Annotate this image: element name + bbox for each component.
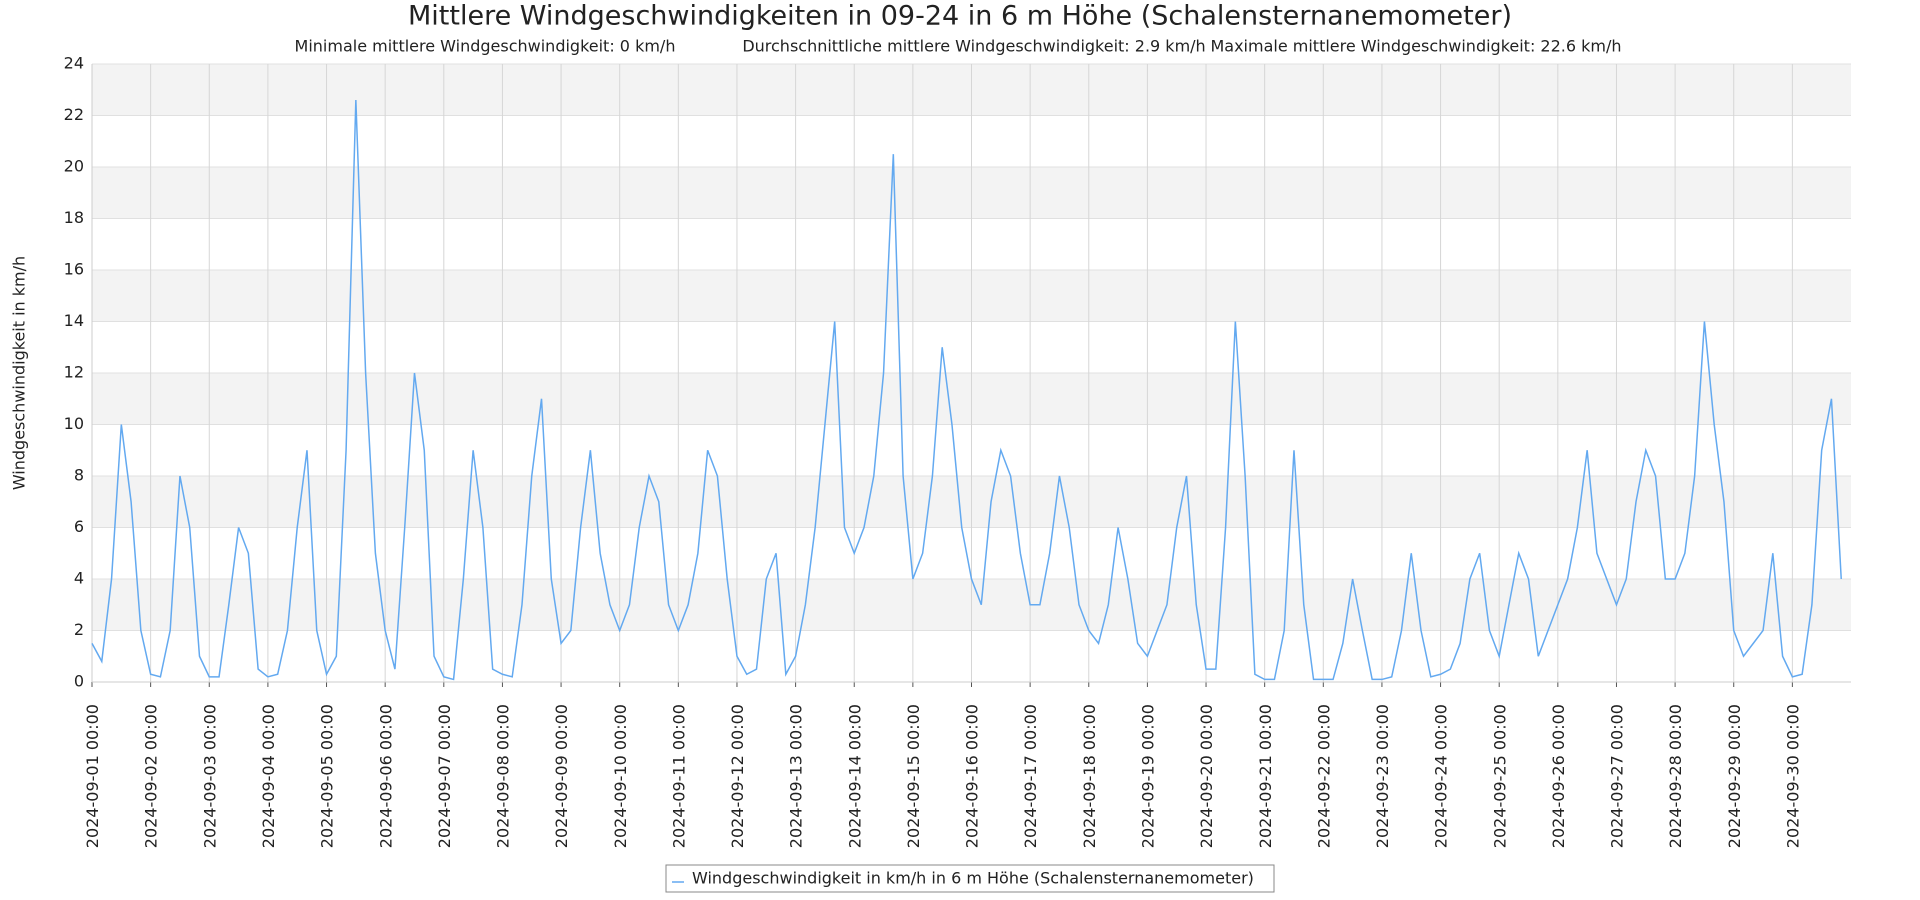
x-tick-label: 2024-09-29 00:00 (1725, 704, 1744, 848)
x-tick-label: 2024-09-01 00:00 (83, 704, 102, 848)
y-tick-label: 14 (64, 311, 84, 330)
y-tick-label: 10 (64, 414, 84, 433)
x-tick-label: 2024-09-15 00:00 (904, 704, 923, 848)
y-tick-label: 22 (64, 105, 84, 124)
x-tick-label: 2024-09-16 00:00 (963, 704, 982, 848)
x-tick-label: 2024-09-22 00:00 (1314, 704, 1333, 848)
x-tick-label: 2024-09-02 00:00 (142, 704, 161, 848)
x-tick-label: 2024-09-04 00:00 (259, 704, 278, 848)
x-tick-label: 2024-09-05 00:00 (318, 704, 337, 848)
x-tick-label: 2024-09-27 00:00 (1608, 704, 1627, 848)
x-tick-label: 2024-09-11 00:00 (669, 704, 688, 848)
chart-subtitle: Durchschnittliche mittlere Windgeschwind… (742, 37, 1205, 56)
y-tick-label: 24 (64, 54, 84, 73)
x-tick-label: 2024-09-19 00:00 (1139, 704, 1158, 848)
y-tick-label: 4 (74, 569, 84, 588)
x-tick-label: 2024-09-17 00:00 (1021, 704, 1040, 848)
x-tick-label: 2024-09-20 00:00 (1197, 704, 1216, 848)
x-tick-label: 2024-09-26 00:00 (1549, 704, 1568, 848)
x-tick-label: 2024-09-23 00:00 (1373, 704, 1392, 848)
y-tick-label: 16 (64, 260, 84, 279)
x-tick-label: 2024-09-09 00:00 (552, 704, 571, 848)
x-tick-label: 2024-09-30 00:00 (1783, 704, 1802, 848)
data-line (91, 100, 1842, 681)
x-tick-label: 2024-09-13 00:00 (787, 704, 806, 848)
x-tick-label: 2024-09-06 00:00 (376, 704, 395, 848)
x-tick-label: 2024-09-24 00:00 (1432, 704, 1451, 848)
x-tick-label: 2024-09-28 00:00 (1666, 704, 1685, 848)
x-tick-label: 2024-09-25 00:00 (1490, 704, 1509, 848)
x-tick-label: 2024-09-07 00:00 (435, 704, 454, 848)
y-tick-label: 2 (74, 620, 84, 639)
y-tick-label: 18 (64, 208, 84, 227)
legend-label: Windgeschwindigkeit in km/h in 6 m Höhe … (692, 869, 1254, 888)
y-tick-label: 12 (64, 363, 84, 382)
x-tick-label: 2024-09-21 00:00 (1256, 704, 1275, 848)
chart-subtitle: Maximale mittlere Windgeschwindigkeit: 2… (1210, 37, 1621, 56)
x-tick-label: 2024-09-12 00:00 (728, 704, 747, 848)
y-tick-label: 8 (74, 466, 84, 485)
chart-subtitle: Minimale mittlere Windgeschwindigkeit: 0… (295, 37, 676, 56)
x-tick-label: 2024-09-10 00:00 (611, 704, 630, 848)
y-tick-label: 0 (74, 672, 84, 691)
y-tick-label: 6 (74, 517, 84, 536)
x-tick-label: 2024-09-08 00:00 (494, 704, 513, 848)
x-tick-label: 2024-09-14 00:00 (845, 704, 864, 848)
y-tick-label: 20 (64, 157, 84, 176)
x-tick-label: 2024-09-03 00:00 (200, 704, 219, 848)
y-axis-label: Windgeschwindigkeit in km/h (10, 256, 29, 490)
x-tick-label: 2024-09-18 00:00 (1080, 704, 1099, 848)
legend-box (665, 864, 1275, 893)
chart-title: Mittlere Windgeschwindigkeiten in 09-24 … (408, 1, 1512, 32)
